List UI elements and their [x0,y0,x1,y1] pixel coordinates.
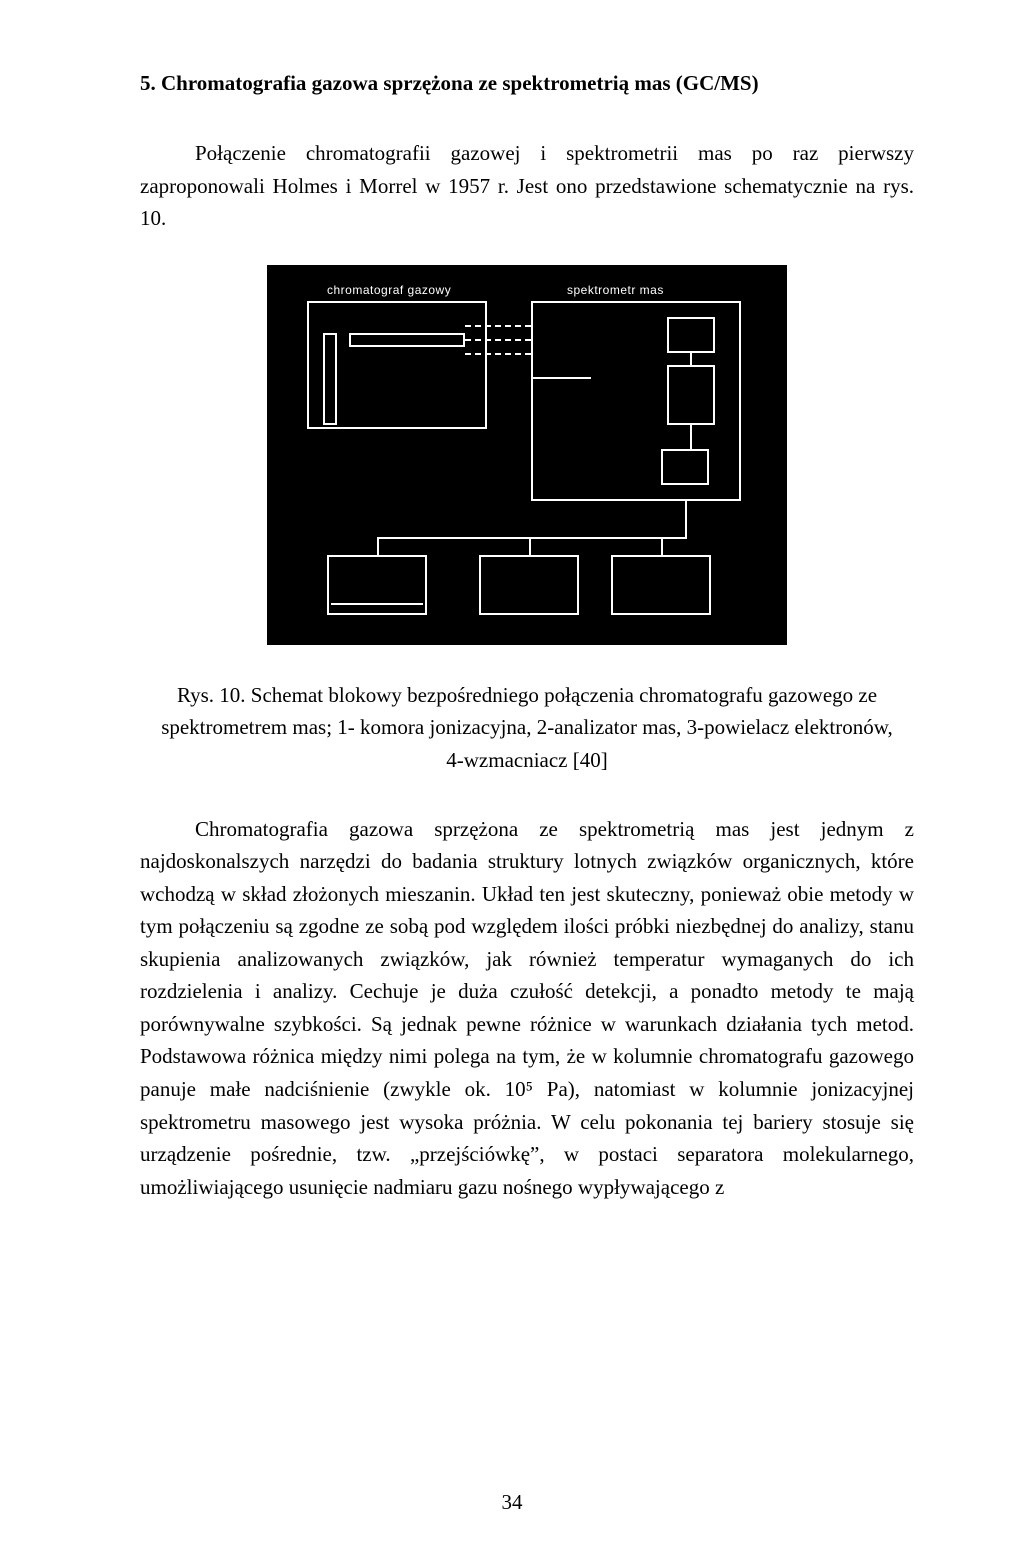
transfer-line-1 [465,325,531,327]
figure-container: chromatograf gazowy spektrometr mas [140,265,914,645]
gc-oven-top [349,333,465,347]
gc-inlet-box [323,333,337,425]
ms-ion-source-box [667,317,715,353]
bus-line [377,537,687,539]
page: 5. Chromatografia gazowa sprzężona ze sp… [0,0,1024,1551]
block-diagram-figure: chromatograf gazowy spektrometr mas [267,265,787,645]
intro-paragraph: Połączenie chromatografii gazowej i spek… [140,137,914,235]
ms-conn-1 [690,353,692,365]
figure-label-right: spektrometr mas [567,283,664,297]
caption-prefix: Rys. 10. [177,683,251,707]
caption-body: Schemat blokowy bezpośredniego połączeni… [161,683,893,772]
bottom-box-2 [479,555,579,615]
figure-label-left: chromatograf gazowy [327,283,451,297]
section-heading: 5. Chromatografia gazowa sprzężona ze sp… [140,70,914,97]
body-paragraph: Chromatografia gazowa sprzężona ze spekt… [140,813,914,1204]
bus-drop-left [377,537,379,555]
ms-entry-line [531,377,591,379]
bus-drop-mid [529,537,531,555]
ms-multiplier-box [661,449,709,485]
bottom-box-3 [611,555,711,615]
ms-conn-2 [690,425,692,449]
transfer-line-3 [465,353,531,355]
bottom-box-1-inner [331,603,423,605]
bus-drop-right [661,537,663,555]
bottom-box-1 [327,555,427,615]
bus-drop [685,501,687,537]
page-number: 34 [0,1490,1024,1515]
transfer-line-2 [465,339,531,341]
figure-caption: Rys. 10. Schemat blokowy bezpośredniego … [157,679,897,777]
ms-analyzer-box [667,365,715,425]
